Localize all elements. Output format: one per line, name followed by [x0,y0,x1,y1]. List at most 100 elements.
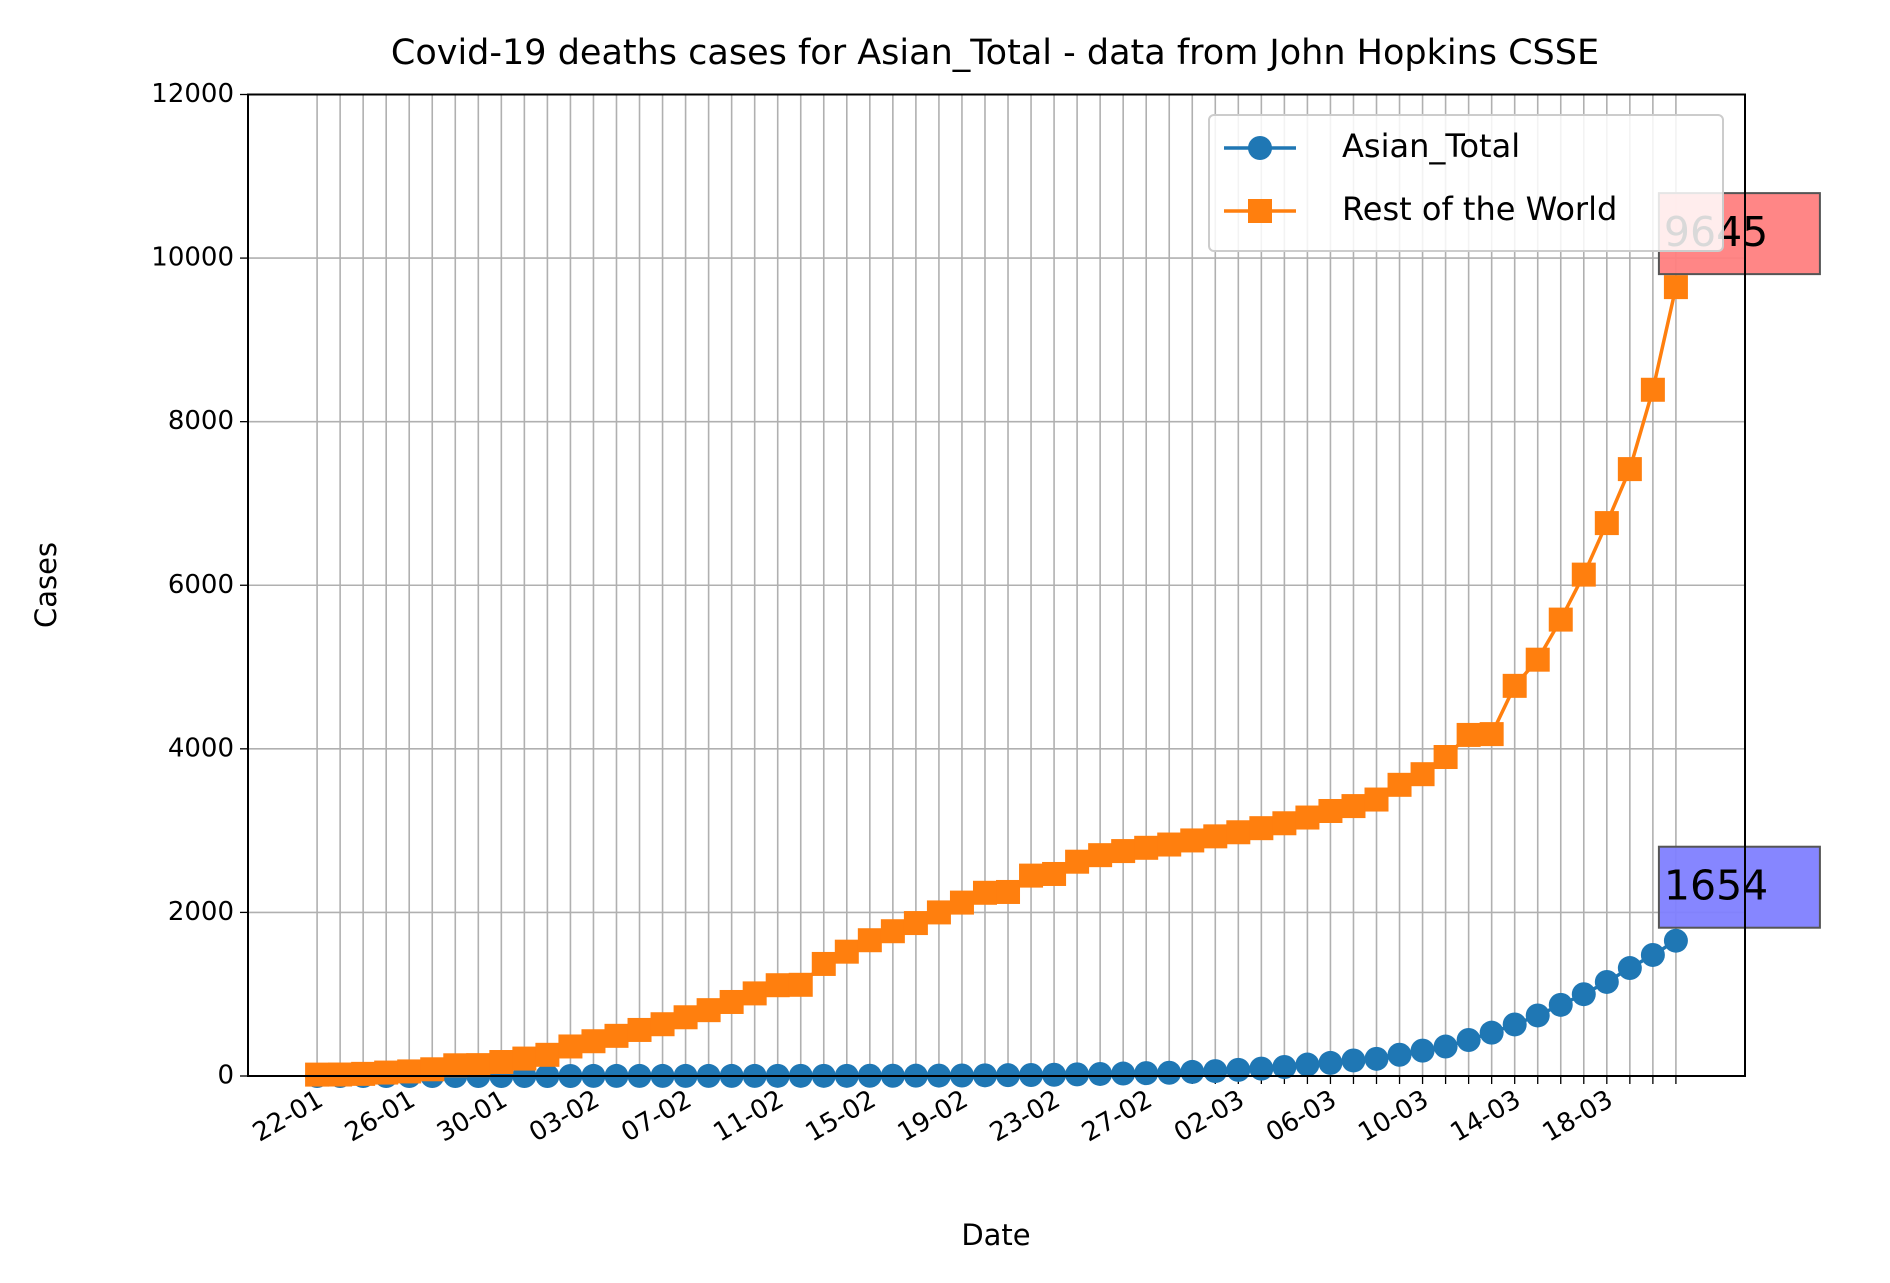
marker [512,1046,537,1071]
marker [1364,787,1389,812]
marker [650,1012,675,1037]
x-tick-label: 22-01 [248,1085,328,1149]
marker [1272,811,1297,836]
marker [374,1060,399,1085]
series-line [317,286,1678,1077]
marker [627,1017,652,1042]
marker [489,1050,514,1075]
marker [880,919,905,944]
marker [1203,1059,1228,1084]
marker [558,1034,583,1059]
x-tick-label: 15-02 [801,1085,881,1149]
x-tick-label: 30-01 [432,1085,512,1149]
marker [1456,1028,1481,1053]
marker [1111,839,1136,864]
marker [1226,820,1251,845]
marker [996,879,1021,904]
marker [1387,1042,1412,1067]
marker [926,900,951,925]
marker [535,1042,560,1067]
marker [305,1062,330,1087]
marker [857,928,882,953]
marker [1111,1061,1136,1086]
marker [1364,1046,1389,1071]
marker [1502,1012,1527,1037]
marker [972,880,997,905]
x-tick-label: 06-03 [1261,1085,1341,1149]
y-tick-label: 2000 [168,897,234,927]
marker [581,1029,606,1054]
marker [420,1057,445,1082]
annotation-label: 1654 [1664,862,1768,910]
marker [1248,136,1272,160]
marker [1088,843,1113,868]
marker [443,1053,468,1078]
marker [1019,863,1044,888]
marker [1548,992,1573,1017]
y-tick-label: 8000 [168,406,234,436]
marker [765,973,790,998]
chart-title: Covid-19 deaths cases for Asian_Total - … [391,33,1599,73]
marker [1157,1060,1182,1085]
marker [1525,1003,1550,1028]
annotation-box [1657,845,1821,929]
x-tick-label: 03-02 [524,1085,604,1149]
marker [351,1061,376,1086]
marker [466,1053,491,1078]
marker [604,1023,629,1048]
x-tick-label: 26-01 [340,1085,420,1149]
marker [1203,824,1228,849]
marker [1341,1048,1366,1073]
marker [1134,1061,1159,1086]
y-tick-label: 0 [217,1061,234,1091]
x-tick-label: 19-02 [893,1085,973,1149]
x-tick-label: 27-02 [1077,1085,1157,1149]
x-axis-label: Date [961,1218,1030,1252]
marker [328,1062,353,1087]
marker [1318,798,1343,823]
marker [1548,607,1573,632]
y-tick-label: 6000 [168,570,234,600]
marker [1410,1038,1435,1063]
marker [1479,722,1504,747]
marker [397,1059,422,1084]
marker [1157,832,1182,857]
marker [1226,1057,1251,1082]
marker [788,972,813,997]
marker [1594,511,1619,536]
x-tick-label: 23-02 [985,1085,1065,1149]
legend-box [1208,114,1724,252]
marker [1433,1034,1458,1059]
marker [1180,828,1205,853]
plot-frame [247,93,1746,1077]
marker [1295,1052,1320,1077]
marker [1042,1062,1067,1087]
marker [1318,1050,1343,1075]
y-tick-label: 4000 [168,733,234,763]
marker [1295,805,1320,830]
marker [1456,722,1481,747]
x-tick-label: 02-03 [1169,1085,1249,1149]
marker [719,989,744,1014]
marker [1571,982,1596,1007]
marker [1248,199,1272,223]
marker [1249,1056,1274,1081]
marker [696,998,721,1023]
marker [949,890,974,915]
marker [834,939,859,964]
marker [1065,849,1090,874]
marker [1571,562,1596,587]
marker [1387,772,1412,797]
marker [1272,1055,1297,1080]
marker [1088,1061,1113,1086]
y-tick-label: 10000 [151,243,234,273]
marker [1065,1062,1090,1087]
x-tick-label: 10-03 [1353,1085,1433,1149]
marker [1617,457,1642,482]
marker [1617,956,1642,981]
marker [1640,377,1665,402]
marker [1042,861,1067,886]
marker [1249,816,1274,841]
marker [1134,835,1159,860]
